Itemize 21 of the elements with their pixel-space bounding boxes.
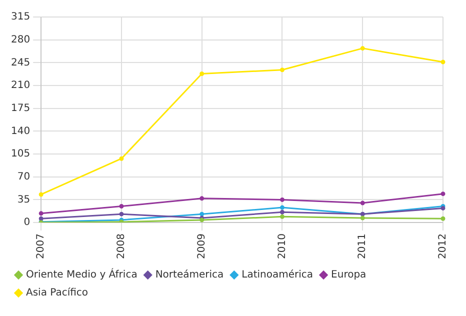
legend-label: Europa: [331, 270, 366, 281]
legend-label: Latinoamérica: [242, 270, 314, 281]
y-tick-label: 0: [24, 217, 30, 228]
x-tick-label: 2010: [276, 234, 288, 260]
x-tick-label: 2008: [116, 234, 128, 260]
y-tick-label: 175: [10, 102, 30, 114]
y-tick-label: 280: [10, 34, 30, 46]
y-tick-label: 105: [10, 148, 30, 160]
y-tick-label: 70: [17, 171, 30, 182]
x-tick-label: 2011: [357, 234, 368, 260]
legend-label: Norteámerica: [155, 270, 224, 281]
legend-label: Oriente Medio y África: [26, 268, 138, 281]
x-tick-label: 2007: [36, 234, 47, 260]
y-tick-label: 35: [17, 194, 30, 206]
y-tick-label: 245: [10, 57, 30, 68]
x-tick-label: 2009: [196, 234, 208, 260]
x-tick-label: 2012: [438, 234, 449, 260]
y-tick-label: 315: [10, 12, 30, 23]
y-tick-label: 210: [10, 80, 30, 92]
legend-label: Asia Pacífico: [26, 288, 88, 299]
y-tick-label: 140: [10, 126, 30, 137]
